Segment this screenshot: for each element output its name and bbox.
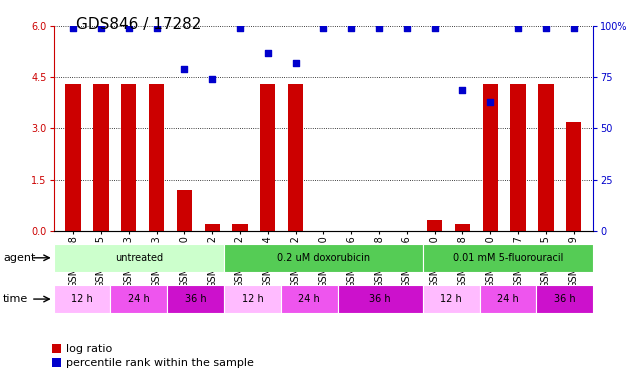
Point (346, 25, 357, 31)
Bar (260, 84, 275, 231)
Text: 24 h: 24 h (128, 294, 150, 304)
Bar (224, 244, 423, 272)
Bar (54, 285, 110, 313)
Point (124, 25, 134, 31)
Point (319, 25, 329, 31)
Bar (121, 84, 136, 231)
Text: percentile rank within the sample: percentile rank within the sample (66, 357, 254, 368)
Point (262, 50, 273, 56)
Bar (566, 122, 581, 231)
Bar (483, 84, 498, 231)
Text: 36 h: 36 h (185, 294, 206, 304)
Bar (52, 344, 61, 353)
Text: log ratio: log ratio (66, 344, 112, 354)
Point (513, 25, 523, 31)
Bar (536, 285, 593, 313)
Bar (149, 84, 164, 231)
Bar (281, 285, 338, 313)
Point (430, 25, 440, 31)
Bar (110, 285, 167, 313)
Bar (232, 224, 247, 231)
Point (207, 76, 217, 82)
Text: untreated: untreated (115, 253, 163, 263)
Bar (224, 285, 281, 313)
Bar (538, 84, 553, 231)
Bar (167, 285, 224, 313)
Point (68, 25, 78, 31)
Point (179, 66, 189, 72)
Point (569, 25, 579, 31)
Text: GDS846 / 17282: GDS846 / 17282 (76, 17, 201, 32)
Text: 12 h: 12 h (71, 294, 93, 304)
Bar (423, 244, 593, 272)
Bar (93, 84, 109, 231)
Text: 0.01 mM 5-fluorouracil: 0.01 mM 5-fluorouracil (453, 253, 563, 263)
Bar (423, 285, 480, 313)
Text: 36 h: 36 h (369, 294, 391, 304)
Text: 24 h: 24 h (298, 294, 320, 304)
Bar (177, 190, 192, 231)
Bar (427, 220, 442, 231)
Text: 36 h: 36 h (554, 294, 575, 304)
Text: 0.2 uM doxorubicin: 0.2 uM doxorubicin (277, 253, 370, 263)
Text: time: time (3, 294, 28, 304)
Text: 12 h: 12 h (440, 294, 462, 304)
Text: 24 h: 24 h (497, 294, 519, 304)
Point (374, 25, 384, 31)
Point (457, 87, 468, 93)
Point (290, 60, 300, 66)
Bar (338, 285, 423, 313)
Bar (204, 224, 220, 231)
Bar (52, 358, 61, 367)
Text: agent: agent (3, 253, 35, 262)
Bar (66, 84, 81, 231)
Point (485, 99, 495, 105)
Point (402, 25, 412, 31)
Bar (480, 285, 536, 313)
Bar (288, 84, 304, 231)
Point (235, 25, 245, 31)
Bar (455, 224, 470, 231)
Point (541, 25, 551, 31)
Text: 12 h: 12 h (242, 294, 263, 304)
Point (96, 25, 106, 31)
Bar (54, 244, 224, 272)
Bar (510, 84, 526, 231)
Point (151, 25, 162, 31)
